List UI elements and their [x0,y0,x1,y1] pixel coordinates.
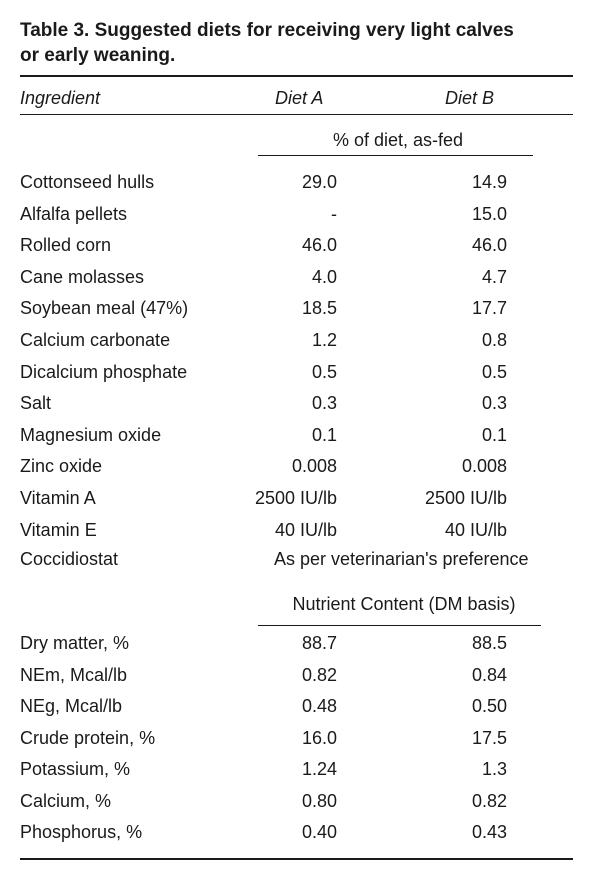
header-diet-a: Diet A [275,88,324,108]
row-label: Zinc oxide [20,456,103,477]
row-value-diet-a: 2500 IU/lb [254,488,337,508]
row-value-diet-b: 4.7 [481,266,507,287]
header-rule [20,114,573,115]
row-value-diet-b: 0.84 [471,664,507,685]
row-label: Calcium carbonate [20,330,171,350]
section-heading-nutrient: Nutrient Content (DM basis) [292,594,516,614]
row-label: Vitamin E [20,519,97,540]
table-title: Table 3. Suggested diets for receiving v… [20,18,590,68]
table-row: Dicalcium phosphate 0.5 0.5 [0,362,600,390]
row-value-diet-a: 88.7 [301,633,337,653]
table-row: Phosphorus, % 0.40 0.43 [0,822,600,850]
row-label: Calcium, % [20,790,112,811]
row-label: Dicalcium phosphate [20,361,188,382]
row-value-diet-b: 88.5 [471,633,507,653]
row-value-diet-a: 1.2 [311,330,337,350]
table-row: Potassium, % 1.24 1.3 [0,759,600,787]
row-value-diet-a: 18.5 [301,298,337,319]
table-row: Alfalfa pellets - 15.0 [0,204,600,232]
row-label: Potassium, % [20,759,131,779]
table-row: NEg, Mcal/lb 0.48 0.50 [0,696,600,724]
row-label: Magnesium oxide [20,424,162,445]
row-value-spanning: As per veterinarian's preference [274,549,529,569]
table-row: Zinc oxide 0.008 0.008 [0,456,600,484]
row-value-diet-b: 1.3 [481,759,507,779]
row-value-diet-a: 16.0 [301,727,337,748]
row-value-diet-a: 0.008 [291,456,337,477]
row-value-diet-a: 40 IU/lb [274,519,337,540]
row-value-diet-b: 0.43 [471,822,507,842]
row-label: NEg, Mcal/lb [20,696,123,716]
header-ingredient: Ingredient [20,88,101,108]
bottom-rule [20,858,573,860]
row-value-diet-b: 0.5 [481,361,507,382]
header-diet-b: Diet B [445,88,495,108]
table-title-line-2: or early weaning. [20,45,176,66]
row-label: Coccidiostat [20,549,119,569]
row-value-diet-b: 46.0 [471,235,507,256]
row-value-diet-b: 40 IU/lb [444,519,507,540]
row-label: Salt [20,393,52,414]
row-value-diet-b: 14.9 [471,172,507,192]
table-row: Calcium, % 0.80 0.82 [0,791,600,819]
row-value-diet-b: 0.8 [481,330,507,350]
row-value-diet-b: 0.82 [471,790,507,811]
table-row: Calcium carbonate 1.2 0.8 [0,330,600,358]
table-row: Cottonseed hulls 29.0 14.9 [0,172,600,200]
row-value-diet-a: 0.40 [301,822,337,842]
row-label: Vitamin A [20,488,96,508]
row-value-diet-b: 15.0 [471,203,507,224]
row-value-diet-b: 2500 IU/lb [424,488,507,508]
row-label: Crude protein, % [20,727,156,748]
row-label: Cane molasses [20,266,145,287]
top-rule [20,75,573,77]
row-value-diet-b: 0.3 [481,393,507,414]
row-value-diet-a: 46.0 [301,235,337,256]
table-title-line-1: Table 3. Suggested diets for receiving v… [20,20,514,41]
row-label: Cottonseed hulls [20,172,155,192]
row-value-diet-b: 0.50 [471,696,507,716]
row-value-diet-a: 0.3 [311,393,337,414]
row-value-diet-b: 0.008 [461,456,507,477]
row-label: Soybean meal (47%) [20,298,189,319]
row-label: NEm, Mcal/lb [20,664,128,685]
row-value-diet-a: 0.1 [311,424,337,445]
table-row: Vitamin E 40 IU/lb 40 IU/lb [0,520,600,548]
row-value-diet-b: 17.5 [471,727,507,748]
row-value-diet-a: 1.24 [301,759,337,779]
row-label: Rolled corn [20,235,112,256]
table-row: Vitamin A 2500 IU/lb 2500 IU/lb [0,488,600,516]
row-value-diet-a: - [331,203,337,224]
table-row: Soybean meal (47%) 18.5 17.7 [0,298,600,326]
row-value-diet-a: 0.5 [311,361,337,382]
section-rule-asfed [258,155,533,156]
row-value-diet-b: 0.1 [481,424,507,445]
table-row: Cane molasses 4.0 4.7 [0,267,600,295]
table-row: Rolled corn 46.0 46.0 [0,235,600,263]
row-value-diet-a: 0.80 [301,790,337,811]
table-row: Crude protein, % 16.0 17.5 [0,728,600,756]
table-row: Salt 0.3 0.3 [0,393,600,421]
row-value-diet-a: 0.82 [301,664,337,685]
row-value-diet-b: 17.7 [471,298,507,319]
table-row: Magnesium oxide 0.1 0.1 [0,425,600,453]
coccidiostat-row: Coccidiostat As per veterinarian's prefe… [0,549,600,577]
row-label: Phosphorus, % [20,822,143,842]
table-row: Dry matter, % 88.7 88.5 [0,633,600,661]
row-label: Dry matter, % [20,633,130,653]
row-value-diet-a: 29.0 [301,172,337,192]
section-heading-asfed: % of diet, as-fed [332,130,464,150]
row-value-diet-a: 0.48 [301,696,337,716]
section-rule-nutrient [258,625,541,626]
table-row: NEm, Mcal/lb 0.82 0.84 [0,665,600,693]
row-value-diet-a: 4.0 [311,266,337,287]
row-label: Alfalfa pellets [20,203,128,224]
